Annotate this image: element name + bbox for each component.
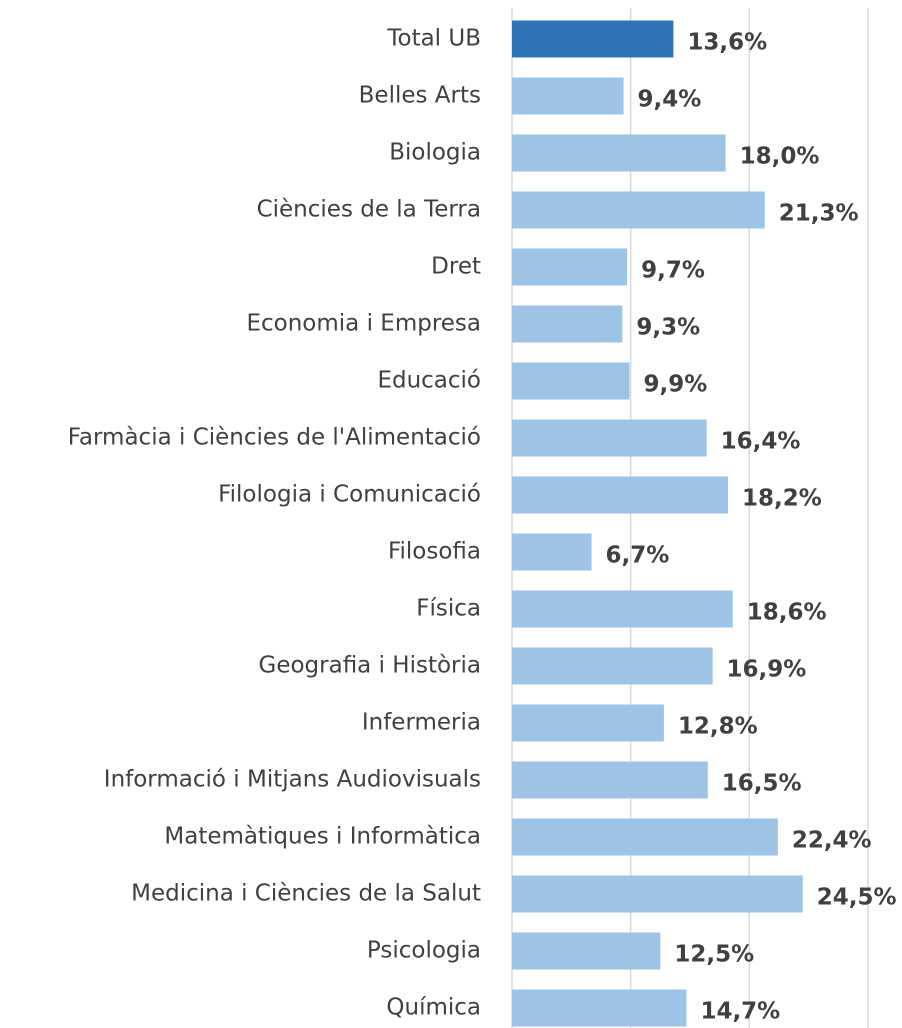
- value-label: 9,4%: [638, 87, 702, 113]
- value-label: 24,5%: [817, 885, 897, 911]
- value-label: 16,9%: [727, 657, 807, 683]
- category-label: Geografia i Història: [259, 653, 482, 679]
- value-label: 6,7%: [606, 543, 670, 569]
- bar: [512, 875, 803, 913]
- category-label: Filosofia: [388, 539, 481, 565]
- category-label: Física: [416, 596, 481, 622]
- bar: [512, 362, 630, 400]
- bar: [512, 533, 592, 571]
- value-label: 12,5%: [674, 942, 754, 968]
- category-label: Farmàcia i Ciències de l'Alimentació: [68, 425, 481, 451]
- value-label: 13,6%: [687, 30, 767, 56]
- bar: [512, 761, 708, 799]
- category-label: Dret: [431, 254, 481, 280]
- bar: [512, 248, 628, 286]
- category-label: Ciències de la Terra: [257, 197, 481, 223]
- bar: [512, 932, 661, 970]
- value-label: 18,2%: [742, 486, 822, 512]
- value-label: 9,9%: [643, 372, 707, 398]
- bar: [512, 704, 664, 742]
- category-label: Medicina i Ciències de la Salut: [131, 881, 481, 907]
- category-label: Matemàtiques i Informàtica: [164, 824, 481, 850]
- bar: [512, 590, 733, 628]
- category-label: Belles Arts: [359, 83, 481, 109]
- value-label: 16,5%: [722, 771, 802, 797]
- bar: [512, 989, 687, 1027]
- category-label: Infermeria: [362, 710, 481, 736]
- bar: [512, 191, 765, 229]
- category-label: Economia i Empresa: [246, 311, 481, 337]
- bar: [512, 419, 707, 457]
- value-label: 9,3%: [636, 315, 700, 341]
- category-label: Psicologia: [367, 938, 481, 964]
- bar: [512, 818, 778, 856]
- category-label: Educació: [377, 368, 481, 394]
- value-label: 14,7%: [700, 999, 780, 1025]
- category-label: Biologia: [389, 140, 481, 166]
- value-label: 22,4%: [792, 828, 872, 854]
- bar: [512, 77, 624, 115]
- category-label: Química: [386, 995, 481, 1021]
- category-label: Filologia i Comunicació: [218, 482, 481, 508]
- bar: [512, 476, 728, 514]
- bar: [512, 647, 713, 685]
- value-label: 21,3%: [779, 201, 859, 227]
- value-label: 16,4%: [721, 429, 801, 455]
- value-label: 12,8%: [678, 714, 758, 740]
- value-label: 18,0%: [740, 144, 820, 170]
- bar: [512, 134, 726, 172]
- category-label: Informació i Mitjans Audiovisuals: [104, 767, 481, 793]
- category-label: Total UB: [386, 26, 481, 52]
- bar: [512, 305, 623, 343]
- value-label: 9,7%: [641, 258, 705, 284]
- bar: [512, 20, 674, 58]
- value-label: 18,6%: [747, 600, 827, 626]
